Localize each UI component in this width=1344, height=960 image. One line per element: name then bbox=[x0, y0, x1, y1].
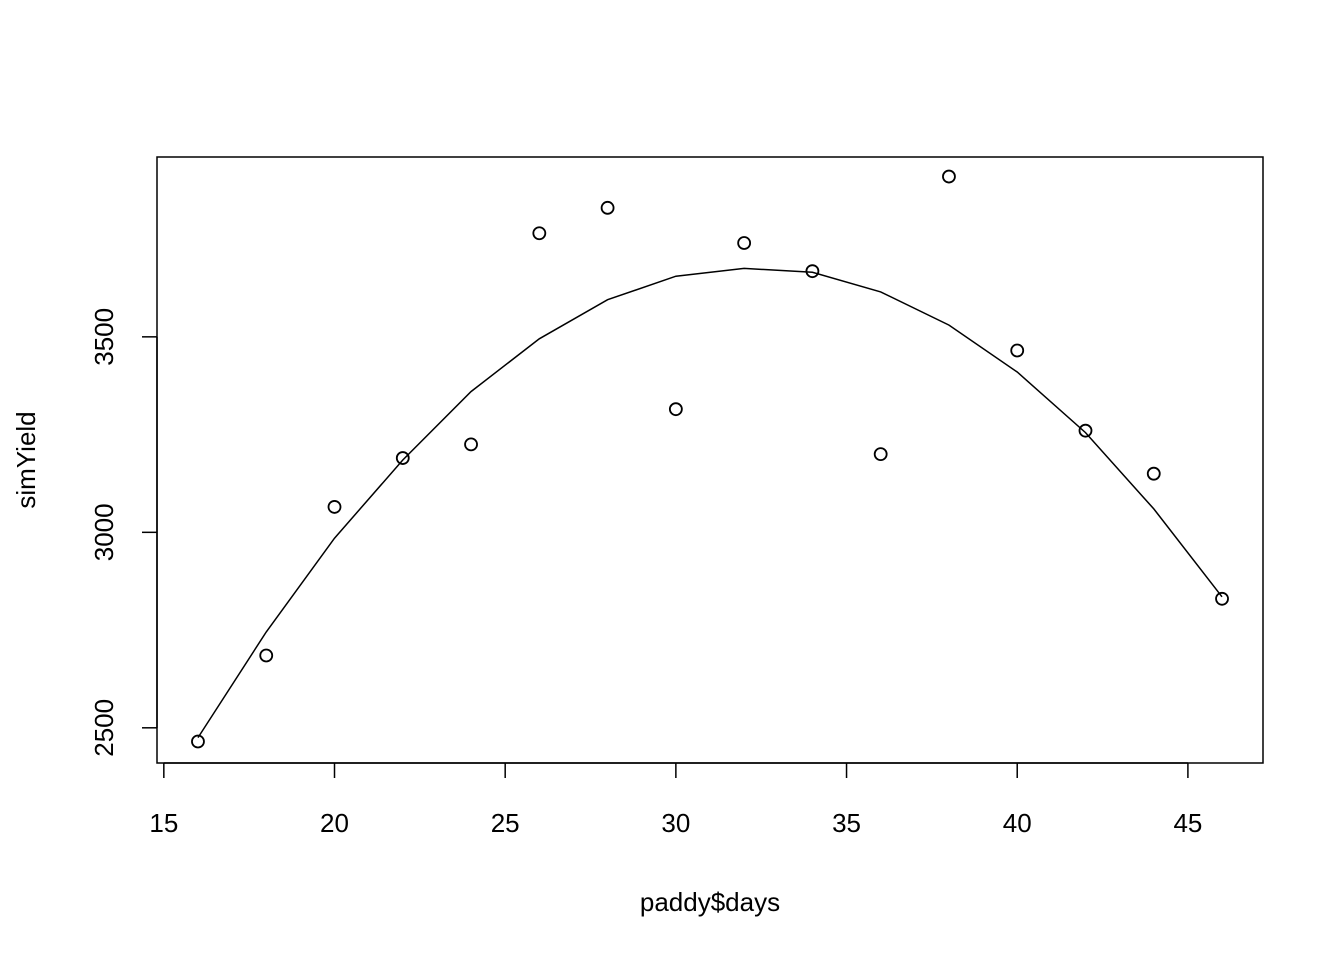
data-point bbox=[327, 500, 342, 514]
x-tick-label: 15 bbox=[149, 808, 178, 838]
data-point bbox=[600, 200, 615, 215]
x-tick-label: 40 bbox=[1003, 808, 1032, 838]
data-point bbox=[464, 437, 478, 452]
data-point bbox=[737, 236, 752, 250]
plot-box bbox=[156, 156, 1264, 764]
x-tick-label: 35 bbox=[832, 808, 861, 838]
x-axis-title: paddy$days bbox=[640, 887, 780, 917]
data-point bbox=[805, 264, 820, 279]
data-point bbox=[1010, 343, 1025, 358]
fit-line bbox=[197, 267, 1223, 739]
x-tick-label: 20 bbox=[320, 808, 349, 838]
data-point bbox=[259, 648, 274, 663]
data-point bbox=[1078, 423, 1093, 438]
y-tick-label: 3000 bbox=[89, 503, 119, 561]
data-point bbox=[668, 402, 683, 417]
x-tick-label: 45 bbox=[1173, 808, 1202, 838]
data-points bbox=[191, 169, 1229, 749]
x-tick-label: 25 bbox=[491, 808, 520, 838]
data-point bbox=[395, 451, 410, 465]
y-axis-title: simYield bbox=[11, 411, 41, 508]
data-point bbox=[191, 734, 205, 749]
data-point bbox=[1215, 591, 1229, 606]
y-axis-ticks: 2500 3000 3500 bbox=[89, 308, 157, 757]
y-tick-label: 3500 bbox=[89, 308, 119, 366]
y-tick-label: 2500 bbox=[89, 699, 119, 757]
x-axis-ticks: 15 20 25 30 35 40 45 bbox=[149, 763, 1202, 838]
data-point bbox=[942, 169, 956, 184]
x-tick-label: 30 bbox=[661, 808, 690, 838]
data-point bbox=[873, 447, 888, 462]
data-point bbox=[532, 226, 547, 241]
data-point bbox=[1146, 466, 1161, 481]
